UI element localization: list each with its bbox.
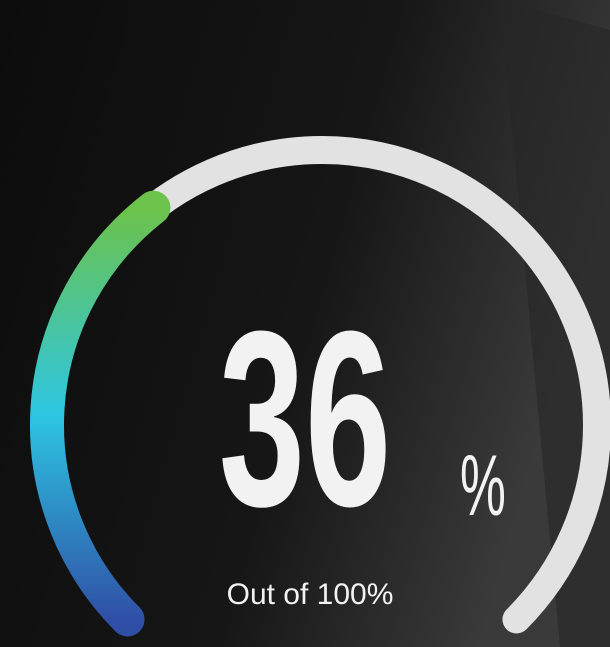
gauge-unit: % (460, 439, 506, 535)
page: 36 % Out of 100% (() => { const data = J… (0, 0, 610, 647)
value-group: 36 (219, 280, 391, 559)
chart: 36 % Out of 100% (0, 0, 610, 647)
gauge-value: 36 (219, 280, 391, 559)
unit-group: % (460, 439, 506, 535)
gauge-subtitle: Out of 100% (227, 578, 394, 611)
